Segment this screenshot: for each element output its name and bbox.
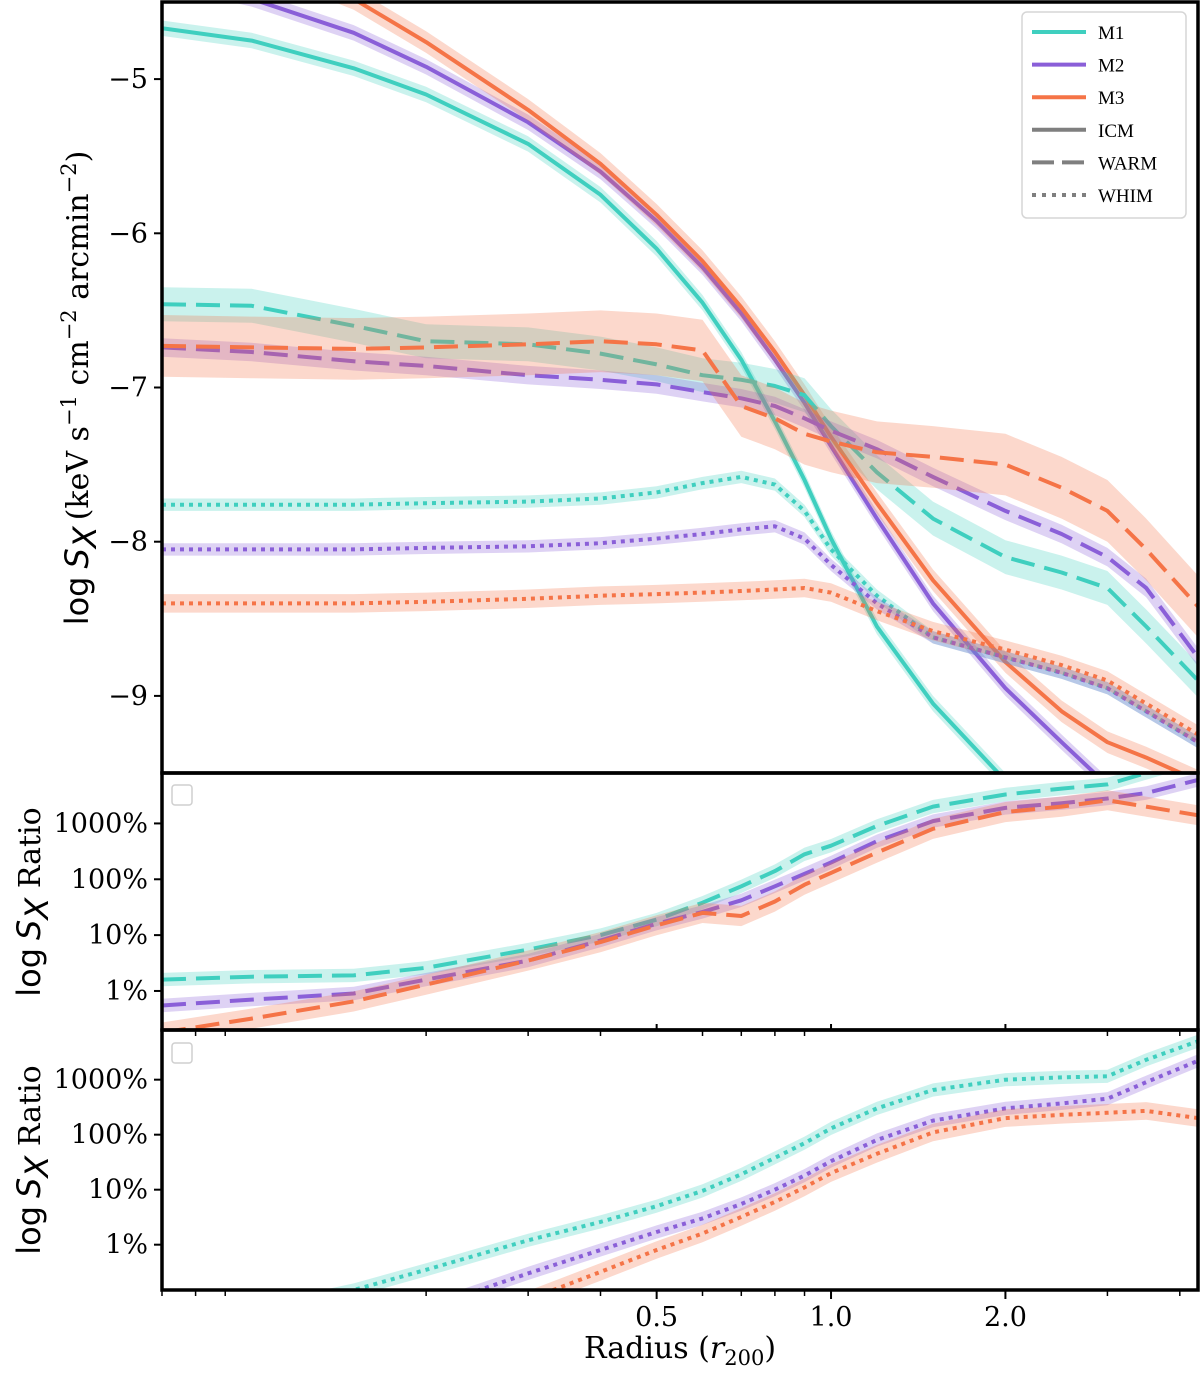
- middle-y-title-log: log: [10, 948, 48, 997]
- top-y-axis-title: logSX(keV s−1 cm−2 arcmin−2): [57, 151, 104, 626]
- x-tick-label: 0.5: [635, 1302, 678, 1333]
- legend-label-warm: WARM: [1098, 153, 1157, 174]
- x-tick-label: 2.0: [984, 1302, 1027, 1333]
- legend: M1 M2 M3 ICM WARM WHIM: [1021, 11, 1187, 219]
- bottom-line-m1-whim-icm: [344, 1039, 1198, 1290]
- bottom-y-tick-label: 10%: [88, 1175, 148, 1206]
- x-axis-ticks: 0.5 1.0 2.0: [161, 1024, 1181, 1333]
- top-y-title-s: S: [58, 548, 96, 568]
- bottom-panel-plot-area: [322, 1034, 1198, 1290]
- top-line-m1-whim: [162, 474, 1198, 744]
- top-line-m3-icm: [354, 2, 1186, 773]
- top-y-title-exp1: −1: [57, 395, 81, 426]
- bottom-y-tick-label: 100%: [71, 1120, 148, 1151]
- middle-band-m2-warm-icm: [162, 773, 1198, 1013]
- top-line-m1-icm: [162, 26, 1001, 773]
- legend-label-m1: M1: [1098, 23, 1124, 44]
- bottom-band-m2-whim-icm: [460, 1054, 1198, 1290]
- top-y-title-units-b: cm: [61, 340, 96, 395]
- middle-line-m2-warm-icm: [162, 778, 1198, 1008]
- bottom-panel-frame: [160, 1028, 1200, 1292]
- bottom-band-m3-whim-icm: [530, 1102, 1198, 1290]
- x-title-r: r: [710, 1331, 726, 1366]
- x-axis-title: Radius (r200): [584, 1331, 776, 1370]
- middle-y-title-rest: Ratio: [13, 807, 48, 897]
- top-y-title-exp3: −2: [57, 162, 81, 193]
- x-tick-label: 1.0: [810, 1302, 853, 1333]
- bottom-y-title-sub: X: [18, 1155, 56, 1180]
- middle-y-tick-label: 1000%: [54, 808, 148, 839]
- middle-band-m3-warm-icm: [162, 790, 1198, 1030]
- middle-y-title-sub: X: [18, 897, 56, 922]
- middle-y-tick-label: 100%: [71, 864, 148, 895]
- middle-panel-plot-area: [162, 773, 1198, 1030]
- top-y-title-units-c: arcmin: [61, 193, 96, 309]
- x-title-sub: 200: [724, 1346, 764, 1370]
- x-title-post: ): [764, 1331, 776, 1366]
- top-y-tick-label: −5: [108, 64, 148, 95]
- bottom-y-title-log: log: [10, 1206, 48, 1255]
- bottom-y-title-rest: Ratio: [13, 1065, 48, 1155]
- top-panel-y-ticks: −9 −8 −7 −6 −5: [108, 64, 162, 712]
- top-y-title-units-d: ): [61, 151, 96, 163]
- legend-label-whim: WHIM: [1098, 186, 1153, 207]
- top-line-m2-icm: [254, 2, 1098, 773]
- top-y-tick-label: −9: [108, 681, 148, 712]
- top-y-tick-label: −6: [108, 218, 148, 249]
- middle-line-m1-warm-icm: [162, 773, 1154, 982]
- bottom-band-m1-whim-icm: [322, 1034, 1198, 1290]
- bottom-y-tick-label: 1000%: [54, 1065, 148, 1096]
- top-y-tick-label: −7: [108, 373, 148, 404]
- top-y-title-units-a: (keV s: [61, 426, 96, 520]
- bottom-y-title-s: S: [10, 1178, 48, 1198]
- top-y-title-exp2: −2: [57, 309, 81, 340]
- middle-panel-legend-box: [171, 784, 193, 806]
- bottom-panel-y-ticks: 1% 10% 100% 1000%: [54, 1065, 162, 1261]
- top-band-m1-whim: [162, 470, 1198, 749]
- bottom-y-tick-label: 1%: [105, 1230, 148, 1261]
- bottom-panel-legend-box: [171, 1042, 193, 1064]
- legend-label-m2: M2: [1098, 56, 1124, 77]
- legend-label-icm: ICM: [1098, 121, 1134, 142]
- bottom-y-axis-title: log SX Ratio: [10, 1065, 56, 1254]
- x-title-pre: Radius (: [584, 1331, 710, 1366]
- bottom-line-m3-whim-icm: [547, 1108, 1198, 1290]
- middle-y-tick-label: 1%: [105, 976, 148, 1007]
- top-band-m3-warm: [162, 310, 1198, 638]
- top-line-m2-warm: [162, 345, 1198, 659]
- top-y-tick-label: −8: [108, 527, 148, 558]
- middle-y-axis-title: log SX Ratio: [10, 807, 56, 996]
- middle-panel-y-ticks: 1% 10% 100% 1000%: [54, 808, 162, 1007]
- middle-y-title-s: S: [10, 920, 48, 940]
- top-line-m2-whim: [162, 524, 1198, 744]
- top-panel-plot-area: [162, 2, 1198, 773]
- top-line-m1-warm: [162, 302, 1198, 682]
- legend-label-m3: M3: [1098, 88, 1124, 109]
- middle-line-m3-warm-icm: [165, 798, 1198, 1030]
- top-band-m3-whim: [162, 578, 1198, 744]
- middle-band-m1-warm-icm: [162, 773, 1170, 987]
- top-y-title-sub: X: [66, 525, 104, 550]
- top-line-m3-whim: [162, 586, 1198, 737]
- bottom-line-m2-whim-icm: [473, 1058, 1198, 1290]
- middle-y-tick-label: 10%: [88, 920, 148, 951]
- top-y-title-log: log: [58, 577, 96, 626]
